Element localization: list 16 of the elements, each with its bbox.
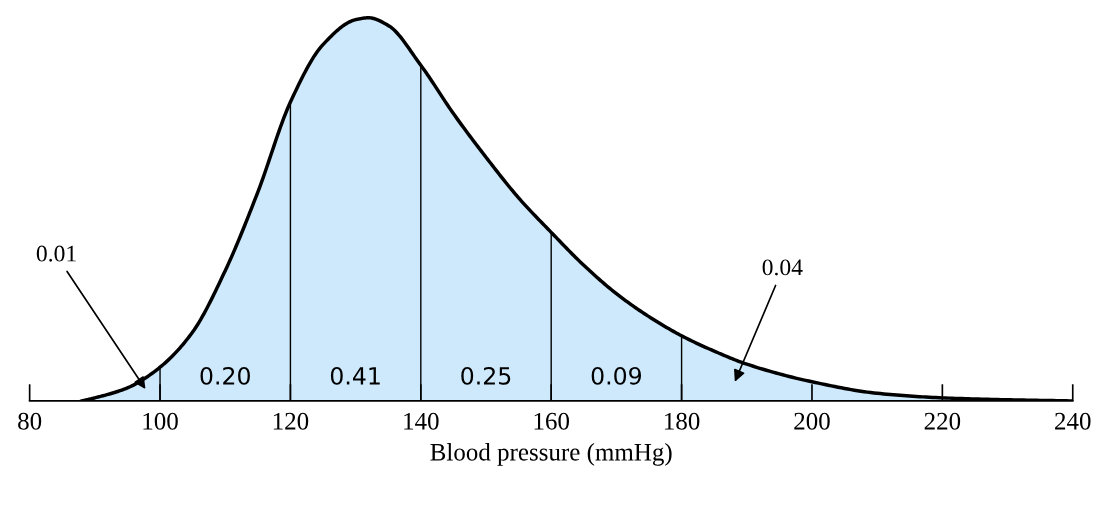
annotation: 0.01 bbox=[36, 245, 76, 262]
annotation: 0.20 bbox=[200, 366, 250, 385]
annotation: 0.09 bbox=[591, 366, 642, 385]
x-tick-label: 120 bbox=[273, 412, 309, 430]
x-tick-label: 220 bbox=[924, 412, 961, 430]
annotation: 0.25 bbox=[461, 366, 511, 385]
x-tick-label: 180 bbox=[665, 412, 700, 430]
x-tick-label: 140 bbox=[404, 412, 439, 430]
x-tick-label: 200 bbox=[794, 412, 830, 430]
annotation: 0.41 bbox=[330, 366, 380, 385]
x-axis-title: Blood pressure (mmHg) bbox=[430, 443, 672, 466]
annotation: 0.04 bbox=[762, 259, 803, 276]
x-tick-label: 80 bbox=[18, 412, 42, 430]
x-tick-label: 160 bbox=[534, 412, 569, 430]
x-tick-label: 240 bbox=[1055, 412, 1091, 430]
x-tick-label: 100 bbox=[143, 412, 178, 430]
